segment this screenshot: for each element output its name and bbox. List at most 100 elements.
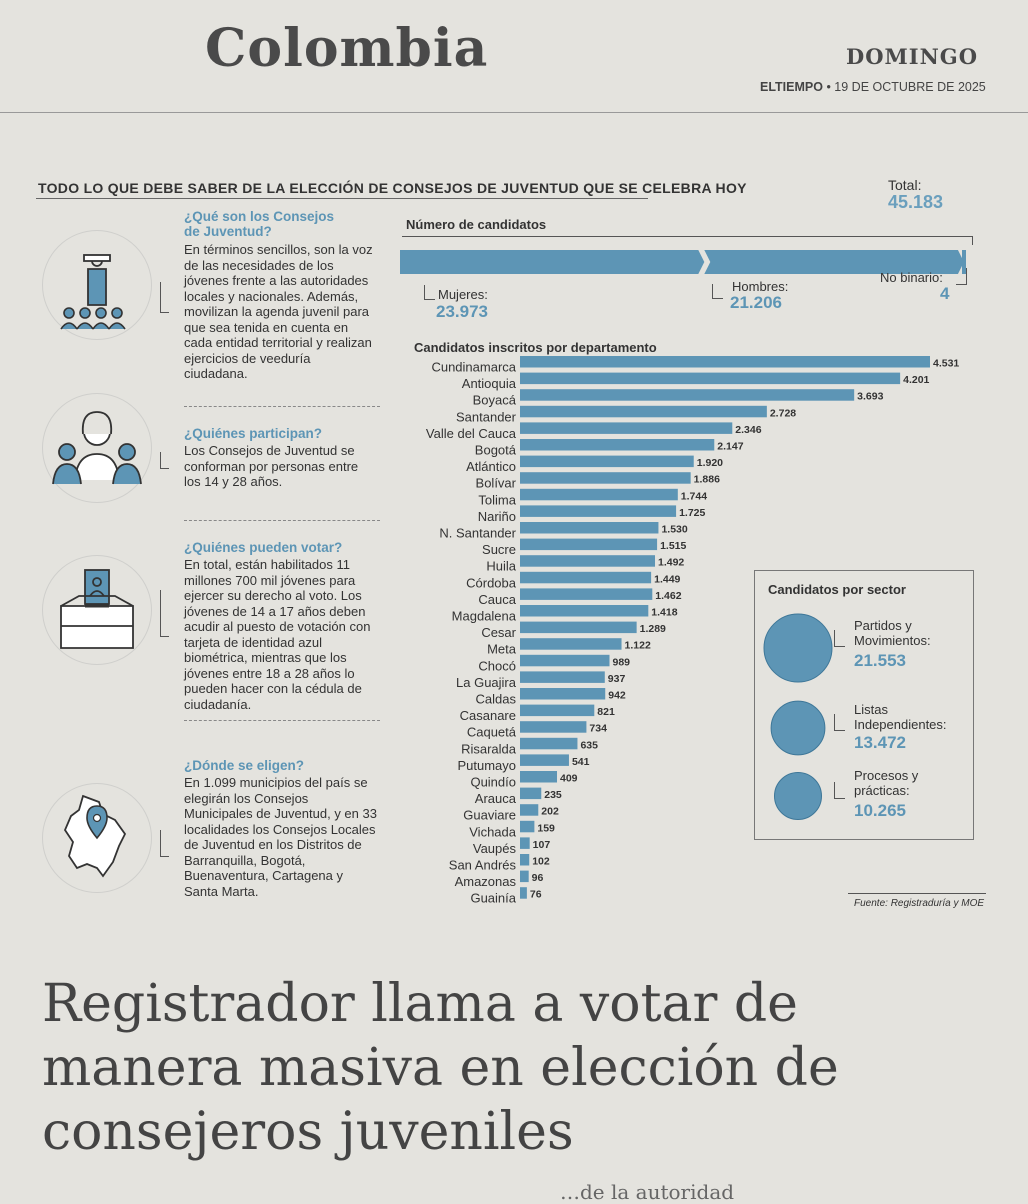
category-label: Santander (456, 409, 517, 424)
value-label: 2.346 (735, 424, 761, 436)
women-label: Mujeres: (438, 287, 488, 302)
candidates-bracket (402, 236, 973, 245)
value-label: 1.289 (640, 623, 666, 635)
bar-quind-o (520, 771, 558, 783)
bar-cauca (520, 588, 653, 600)
total-value: 45.183 (888, 192, 944, 212)
sector-title: Candidatos por sector (768, 582, 906, 597)
value-label: 937 (608, 673, 626, 685)
bar-arauca (520, 787, 542, 800)
men-value: 21.206 (730, 293, 782, 312)
bar-cesar (520, 621, 637, 634)
category-label: Vichada (469, 824, 517, 839)
sector-label-independents: Listas Independientes: (854, 702, 947, 732)
bar-putumayo (520, 754, 569, 766)
category-label: Antioquia (462, 376, 517, 391)
category-label: Chocó (478, 658, 516, 673)
bar-meta (520, 638, 622, 650)
sector-box (754, 570, 974, 840)
issue-date: • 19 DE OCTUBRE DE 2025 (826, 80, 986, 94)
sector-bubbles (763, 613, 833, 820)
value-label: 1.492 (658, 557, 684, 569)
category-label: San Andrés (449, 858, 517, 873)
bar-magdalena (520, 605, 649, 617)
bar-amazonas (520, 870, 529, 883)
category-label: Quindío (470, 775, 516, 790)
department-bar-chart: Cundinamarca 4.531 Antioquia 4.201 Boyacá 3.6… (426, 356, 959, 906)
category-label: Putumayo (457, 758, 516, 773)
bar-atl-ntico (520, 455, 694, 468)
bar-boyac- (520, 389, 855, 401)
q1-title: ¿Qué son los Consejos de Juventud? (184, 209, 335, 239)
category-label: N. Santander (439, 526, 516, 541)
category-label: Vaupés (473, 841, 517, 856)
value-label: 3.693 (857, 391, 883, 403)
day-label: DOMINGO (846, 44, 978, 69)
header-rule (0, 112, 1028, 113)
nonbinary-segment (962, 250, 966, 274)
value-label: 159 (537, 822, 555, 834)
q1-text: En términos sencillos, son la voz de las… (184, 242, 373, 381)
bar-n-santander (520, 522, 659, 534)
men-bracket (712, 284, 723, 299)
sector-bubble-processes (774, 772, 822, 820)
value-label: 942 (608, 690, 626, 702)
bar-guaviare (520, 804, 539, 816)
q3-bracket (160, 590, 169, 637)
value-label: 1.886 (694, 474, 720, 486)
women-value: 23.973 (436, 302, 488, 321)
divider (184, 720, 380, 721)
value-label: 96 (532, 872, 544, 884)
bar-bogot- (520, 439, 715, 451)
total-label: Total: (888, 177, 922, 193)
sector-bracket (834, 630, 845, 647)
value-label: 1.920 (697, 457, 723, 469)
q1-bracket (160, 282, 169, 313)
article-headline: Registrador llama a votar de manera masi… (42, 974, 839, 1162)
bar-risaralda (520, 737, 578, 750)
men-label: Hombres: (732, 279, 789, 294)
category-label: Bogotá (475, 443, 517, 458)
category-label: Cundinamarca (431, 360, 516, 375)
category-label: Casanare (460, 708, 516, 723)
category-label: Arauca (475, 791, 517, 806)
q2-bracket (160, 452, 169, 469)
candidates-gender-bar (400, 250, 966, 274)
category-label: Boyacá (473, 393, 517, 408)
bar-bol-var (520, 472, 691, 484)
infographic-title: TODO LO QUE DEBE SABER DE LA ELECCIÓN DE… (38, 180, 747, 196)
value-label: 202 (541, 806, 559, 818)
value-label: 235 (544, 789, 562, 801)
category-label: Guaviare (463, 808, 516, 823)
category-label: Tolima (478, 492, 516, 507)
sector-label-parties: Partidos y Movimientos: (854, 618, 931, 648)
q2-text: Los Consejos de Juventud se conforman po… (184, 443, 359, 489)
sector-value-independents: 13.472 (854, 733, 906, 752)
value-label: 1.530 (661, 524, 687, 536)
men-segment (704, 250, 964, 274)
article-body-start: …de la autoridad (560, 1180, 735, 1204)
q4-bracket (160, 830, 169, 857)
colombia-map-pin-icon (42, 783, 152, 893)
bar-tolima (520, 488, 678, 501)
candidates-title: Número de candidatos (406, 217, 547, 232)
category-label: Huila (486, 559, 516, 574)
value-label: 1.515 (660, 540, 686, 552)
value-label: 2.728 (770, 407, 796, 419)
sector-bracket (834, 714, 845, 731)
value-label: 76 (530, 889, 542, 901)
bar-sucre (520, 538, 658, 551)
sector-value-parties: 21.553 (854, 651, 906, 670)
q2-title: ¿Quiénes participan? (184, 426, 323, 441)
value-label: 734 (589, 723, 607, 735)
value-label: 107 (533, 839, 551, 851)
value-label: 1.418 (651, 607, 677, 619)
sector-bubble-parties (763, 613, 833, 683)
section-title: Colombia (205, 18, 489, 79)
q4-text: En 1.099 municipios del país se elegirán… (184, 775, 377, 899)
sector-bracket (834, 782, 845, 799)
value-label: 821 (597, 706, 615, 718)
value-label: 635 (580, 739, 598, 751)
category-label: Risaralda (461, 741, 517, 756)
nonbinary-value: 4 (940, 284, 950, 303)
